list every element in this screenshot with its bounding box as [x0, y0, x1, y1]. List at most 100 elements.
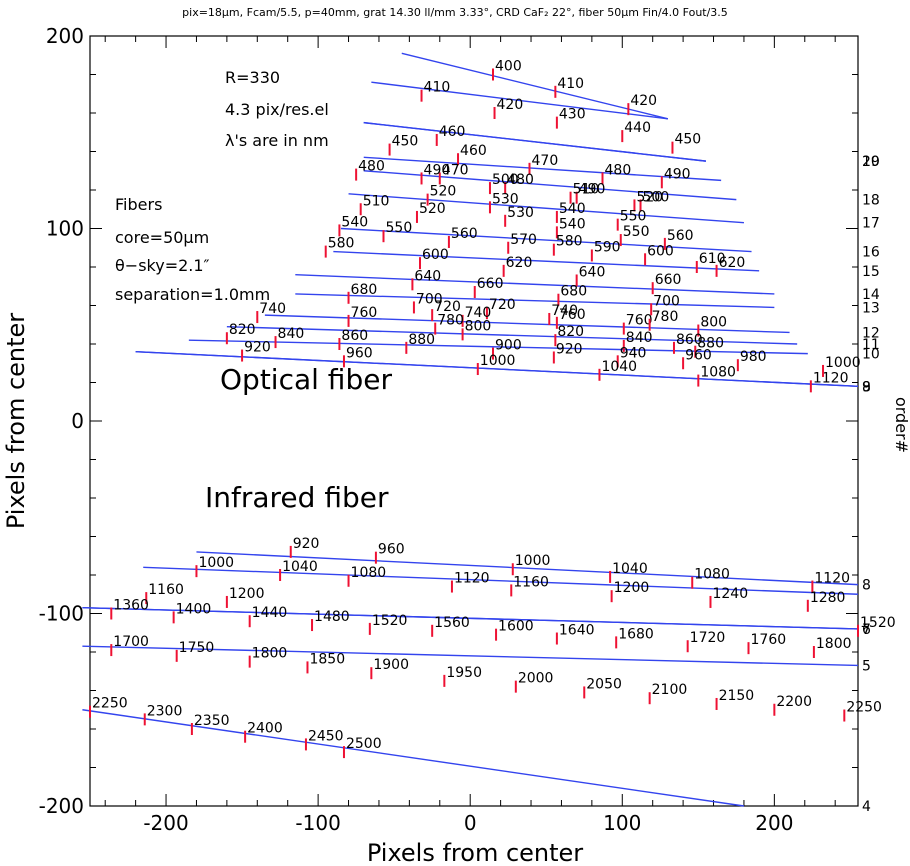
- wavelength-label: 1000: [825, 355, 861, 371]
- wavelength-label: 900: [495, 338, 522, 354]
- wavelength-label: 460: [439, 124, 466, 140]
- wavelength-label: 680: [351, 282, 378, 298]
- wavelength-label: 1950: [446, 665, 482, 681]
- order-number: 20: [862, 154, 880, 170]
- wavelength-label: 420: [630, 93, 657, 109]
- wavelength-label: 470: [532, 153, 559, 169]
- wavelength-label: 1040: [601, 359, 637, 375]
- order-trace-line: [371, 81, 668, 120]
- wavelength-label: 460: [460, 143, 487, 159]
- wavelength-label: 1360: [113, 598, 149, 614]
- wavelength-label: 740: [259, 301, 286, 317]
- wavelength-label: 1560: [434, 615, 470, 631]
- wavelength-label: 1640: [559, 623, 595, 639]
- wavelength-label: 540: [559, 201, 586, 217]
- wavelength-label: 760: [559, 307, 586, 323]
- wavelength-label: 2250: [846, 700, 882, 716]
- wavelength-label: 550: [623, 224, 650, 240]
- wavelength-label: 1400: [176, 601, 212, 617]
- wavelength-label: 430: [559, 107, 586, 123]
- order-trace-line: [295, 293, 775, 309]
- wavelength-label: 510: [363, 193, 390, 209]
- order-number: 17: [862, 216, 880, 232]
- wavelength-label: 860: [341, 328, 368, 344]
- order-number: 7: [862, 622, 871, 638]
- wavelength-label: 1700: [113, 634, 149, 650]
- wavelength-label: 520: [419, 201, 446, 217]
- wavelength-label: 940: [620, 345, 647, 361]
- order-trace-line: [82, 607, 859, 630]
- wavelength-label: 740: [551, 303, 578, 319]
- wavelength-label: 550: [620, 209, 647, 225]
- wavelength-label: 1000: [515, 553, 551, 569]
- x-tick-label: -200: [143, 811, 188, 835]
- wavelength-label: 920: [244, 340, 271, 356]
- wavelength-label: 760: [626, 313, 653, 329]
- wavelength-label: 660: [477, 276, 504, 292]
- wavelength-label: 2350: [194, 713, 230, 729]
- x-tick-label: 200: [755, 811, 793, 835]
- wavelength-label: 1760: [751, 632, 787, 648]
- wavelength-label: 620: [719, 255, 746, 271]
- order-number: 18: [862, 193, 880, 209]
- wavelength-label: 1160: [513, 574, 549, 590]
- y-tick-label: 200: [46, 24, 84, 48]
- wavelength-label: 490: [579, 182, 606, 198]
- wavelength-label: 1040: [282, 559, 318, 575]
- x-tick-label: -100: [295, 811, 340, 835]
- wavelength-label: 540: [341, 214, 368, 230]
- wavelength-label: 780: [652, 309, 679, 325]
- wavelength-label: 2250: [92, 696, 128, 712]
- wavelength-label: 680: [560, 284, 587, 300]
- order-number: 8: [862, 578, 871, 594]
- wavelength-label: 420: [497, 97, 524, 113]
- wavelength-label: 1080: [694, 567, 730, 583]
- wavelength-label: 2500: [346, 736, 382, 752]
- wavelength-label: 560: [667, 228, 694, 244]
- wavelength-label: 480: [507, 172, 534, 188]
- wavelength-label: 820: [557, 324, 584, 340]
- wavelength-label: 1600: [498, 619, 534, 635]
- instrument-parameters: pix=18µm, Fcam/5.5, p=40mm, grat 14.30 l…: [182, 6, 728, 19]
- wavelength-label: 840: [278, 326, 305, 342]
- wavelength-label: 740: [465, 305, 492, 321]
- order-number: 16: [862, 245, 880, 261]
- y-tick-label: -100: [39, 602, 84, 626]
- wavelength-label: 510: [573, 182, 600, 198]
- order-trace-line: [226, 325, 798, 345]
- wavelength-label: 1120: [814, 571, 850, 587]
- wavelength-label: 720: [489, 297, 516, 313]
- y-tick-label: -200: [39, 794, 84, 818]
- wavelength-label: 840: [626, 330, 653, 346]
- wavelength-label: 1120: [813, 370, 849, 386]
- wavelength-label: 520: [430, 184, 457, 200]
- wavelength-label: 1440: [252, 605, 288, 621]
- wavelength-label: 640: [579, 264, 606, 280]
- wavelength-label: 960: [346, 345, 373, 361]
- wavelength-label: 480: [605, 162, 632, 178]
- wavelength-label: 1480: [314, 609, 350, 625]
- wavelength-label: 800: [700, 315, 727, 331]
- axis-ticks: -200 -100 0 100 200 -200 -100 0 100 200: [39, 24, 858, 835]
- order-number: 4: [862, 799, 871, 815]
- wavelength-label: 1750: [179, 640, 215, 656]
- wavelength-label: 530: [507, 205, 534, 221]
- wavelength-label: 590: [594, 239, 621, 255]
- separation-note: separation=1.0mm: [115, 285, 270, 304]
- sky-note: θ−sky=2.1″: [115, 256, 210, 275]
- wavelength-label: 960: [378, 542, 405, 558]
- order-number: 12: [862, 325, 880, 341]
- wavelength-label: 780: [437, 313, 464, 329]
- order-trace-line: [340, 227, 752, 253]
- wavelength-label: 490: [664, 166, 691, 182]
- core-note: core=50µm: [115, 228, 209, 247]
- order-trace-line: [82, 709, 745, 807]
- wavelength-label: 2000: [518, 671, 554, 687]
- wavelength-label: 880: [697, 336, 724, 352]
- wavelength-label: 570: [510, 232, 537, 248]
- order-number: 14: [862, 287, 880, 303]
- wavelength-label: 660: [655, 272, 682, 288]
- order-trace-line: [143, 566, 859, 595]
